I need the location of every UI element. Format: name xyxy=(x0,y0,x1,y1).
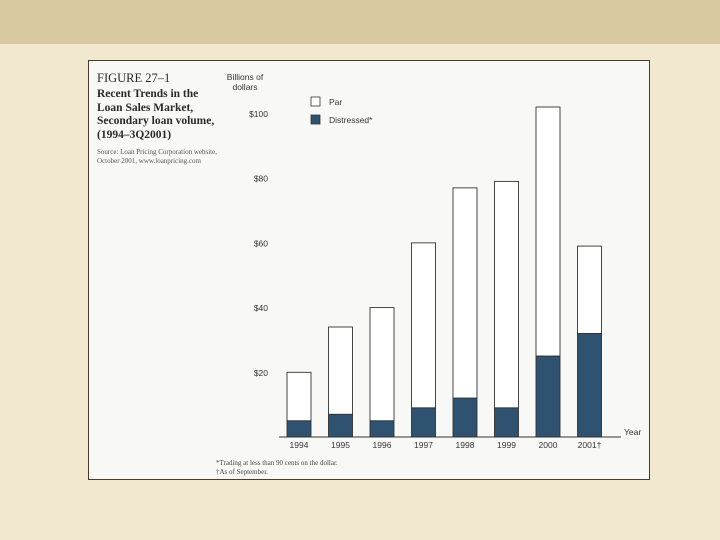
bar-par xyxy=(535,106,561,357)
bar-distressed xyxy=(411,407,436,438)
decorative-border-band xyxy=(0,0,720,44)
x-tick-label: 1997 xyxy=(414,440,433,450)
x-tick-label: 2001† xyxy=(578,440,602,450)
y-axis-title-line1: Billions of xyxy=(227,72,264,82)
figure-title: Recent Trends in the Loan Sales Market, … xyxy=(97,88,215,141)
bar-distressed xyxy=(535,355,561,438)
bar-par xyxy=(328,326,353,415)
footnote-distressed: *Trading at less than 90 cents on the do… xyxy=(216,459,338,467)
y-tick-label: $40 xyxy=(254,303,268,313)
y-tick-label: $20 xyxy=(254,368,268,378)
bar-distressed xyxy=(286,420,312,438)
x-tick-label: 1995 xyxy=(331,440,350,450)
y-axis-title-line2: dollars xyxy=(232,82,257,92)
x-tick-label: 1996 xyxy=(373,440,392,450)
y-tick-label: $60 xyxy=(254,238,268,248)
bar-distressed xyxy=(452,397,478,438)
x-axis-title: Year xyxy=(624,427,641,437)
legend-label: Distressed* xyxy=(329,115,373,125)
bar-distressed xyxy=(494,407,519,438)
legend-swatch xyxy=(310,114,321,125)
figure-caption: FIGURE 27–1 Recent Trends in the Loan Sa… xyxy=(97,71,219,166)
bar-distressed xyxy=(369,420,395,438)
figure-panel: FIGURE 27–1 Recent Trends in the Loan Sa… xyxy=(88,60,650,480)
bar-par xyxy=(411,242,436,409)
bar-par xyxy=(452,187,478,399)
figure-source: Source: Loan Pricing Corporation website… xyxy=(97,148,217,165)
legend-label: Par xyxy=(329,97,342,107)
x-tick-label: 1998 xyxy=(456,440,475,450)
bar-distressed xyxy=(577,333,602,438)
x-tick-label: 1994 xyxy=(290,440,309,450)
x-tick-label: 1999 xyxy=(497,440,516,450)
bar-par xyxy=(494,180,519,409)
bar-par xyxy=(369,307,395,422)
y-tick-label: $100 xyxy=(249,109,268,119)
footnotes: *Trading at less than 90 cents on the do… xyxy=(216,459,338,477)
y-tick-label: $80 xyxy=(254,174,268,184)
x-tick-label: 2000 xyxy=(539,440,558,450)
bar-par xyxy=(286,371,312,422)
footnote-as-of: †As of September. xyxy=(216,468,268,476)
figure-label: FIGURE 27–1 xyxy=(97,71,171,85)
bar-par xyxy=(577,245,602,334)
legend-swatch xyxy=(310,96,321,107)
bar-distressed xyxy=(328,413,353,438)
